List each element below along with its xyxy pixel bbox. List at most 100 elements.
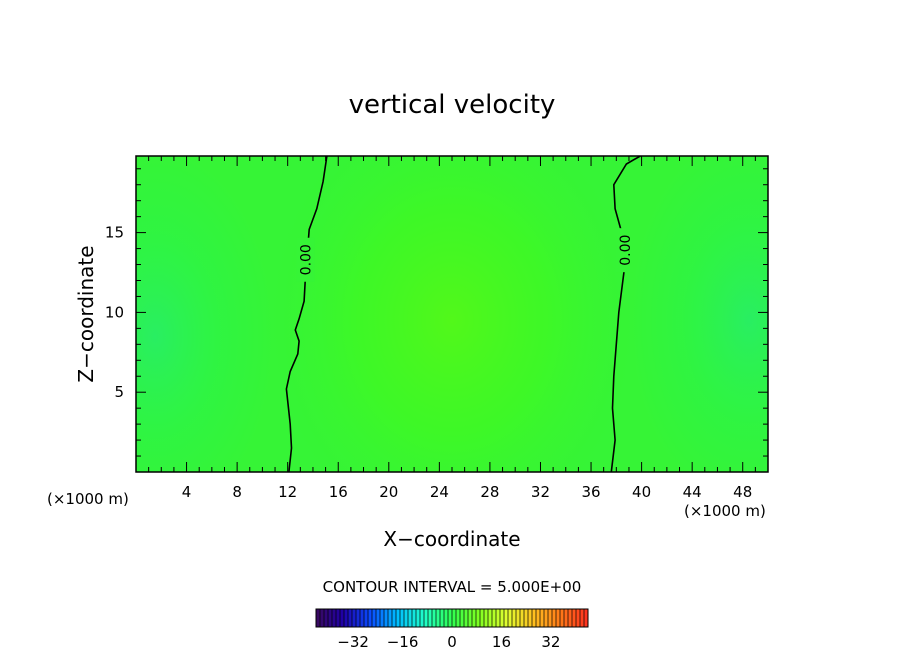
colorbar-cell bbox=[456, 609, 461, 627]
contour-interval-text: CONTOUR INTERVAL = 5.000E+00 bbox=[323, 578, 582, 596]
x-tick-label: 20 bbox=[379, 483, 398, 501]
x-tick-label: 12 bbox=[278, 483, 297, 501]
colorbar-cell bbox=[372, 609, 377, 627]
x-tick-label: 28 bbox=[480, 483, 499, 501]
x-tick-labels: 4 8 12 16 20 24 28 32 36 40 44 48 bbox=[182, 483, 752, 501]
x-tick-label: 40 bbox=[632, 483, 651, 501]
colorbar-cell bbox=[332, 609, 337, 627]
colorbar-cell bbox=[424, 609, 429, 627]
colorbar-cell bbox=[488, 609, 493, 627]
colorbar-cell bbox=[576, 609, 581, 627]
x-axis-label: X−coordinate bbox=[383, 527, 520, 551]
colorbar-cell bbox=[544, 609, 549, 627]
colorbar-cell bbox=[500, 609, 505, 627]
colorbar bbox=[315, 608, 589, 628]
colorbar-cell bbox=[408, 609, 413, 627]
y-tick-labels: 5 10 15 bbox=[105, 224, 124, 402]
colorbar-cell bbox=[528, 609, 533, 627]
colorbar-cell bbox=[548, 609, 553, 627]
colorbar-cell bbox=[388, 609, 393, 627]
colorbar-tick-label: 0 bbox=[447, 633, 457, 651]
left-downdraft-region bbox=[136, 156, 275, 472]
colorbar-cell bbox=[452, 609, 457, 627]
colorbar-cell bbox=[520, 609, 525, 627]
colorbar-cell bbox=[352, 609, 357, 627]
colorbar-cell bbox=[560, 609, 565, 627]
x-tick-label: 32 bbox=[531, 483, 550, 501]
colorbar-cell bbox=[508, 609, 513, 627]
y-tick-label: 10 bbox=[105, 303, 124, 321]
colorbar-cell bbox=[580, 609, 585, 627]
x-tick-label: 44 bbox=[683, 483, 702, 501]
contour-label: 0.00 bbox=[618, 235, 634, 266]
colorbar-cell bbox=[364, 609, 369, 627]
x-tick-label: 8 bbox=[232, 483, 242, 501]
colorbar-cell bbox=[340, 609, 345, 627]
colorbar-cell bbox=[324, 609, 329, 627]
colorbar-cell bbox=[556, 609, 561, 627]
x-tick-label: 4 bbox=[182, 483, 192, 501]
colorbar-cell bbox=[356, 609, 361, 627]
colorbar-cell bbox=[380, 609, 385, 627]
colorbar-cell bbox=[584, 609, 589, 627]
colorbar-cell bbox=[444, 609, 449, 627]
colorbar-cell bbox=[392, 609, 397, 627]
colorbar-cell bbox=[432, 609, 437, 627]
colorbar-tick-labels: −32 −16 0 16 32 bbox=[337, 633, 560, 651]
colorbar-tick-label: 16 bbox=[492, 633, 511, 651]
colorbar-cell bbox=[516, 609, 521, 627]
x-tick-label: 36 bbox=[581, 483, 600, 501]
colorbar-cell bbox=[572, 609, 577, 627]
colorbar-cell bbox=[480, 609, 485, 627]
contour-label-background bbox=[616, 228, 635, 273]
colorbar-cell bbox=[472, 609, 477, 627]
colorbar-frame bbox=[315, 608, 589, 628]
colorbar-cell bbox=[336, 609, 341, 627]
zero-contours: 0.00 0.00 bbox=[285, 156, 641, 472]
colorbar-cell bbox=[344, 609, 349, 627]
colorbar-cell bbox=[436, 609, 441, 627]
chart-title: vertical velocity bbox=[349, 90, 556, 120]
colorbar-cell bbox=[552, 609, 557, 627]
zero-contour-line bbox=[285, 156, 328, 472]
x-tick-label: 16 bbox=[329, 483, 348, 501]
colorbar-cell bbox=[540, 609, 545, 627]
colorbar-cell bbox=[476, 609, 481, 627]
colorbar-tick-label: 32 bbox=[541, 633, 560, 651]
x-unit-left: (×1000 m) bbox=[47, 490, 129, 508]
plot-area: 0.00 0.00 bbox=[136, 156, 768, 472]
colorbar-cell bbox=[384, 609, 389, 627]
colorbar-cell bbox=[416, 609, 421, 627]
colorbar-cell bbox=[504, 609, 509, 627]
colorbar-cell bbox=[492, 609, 497, 627]
colorbar-cell bbox=[320, 609, 325, 627]
contour-label: 0.00 bbox=[298, 244, 314, 275]
colorbar-tick-label: −16 bbox=[387, 633, 419, 651]
center-updraft-region bbox=[262, 156, 642, 472]
x-unit-right: (×1000 m) bbox=[684, 502, 766, 520]
colorbar-cell bbox=[524, 609, 529, 627]
colorbar-cell bbox=[496, 609, 501, 627]
colorbar-cell bbox=[348, 609, 353, 627]
colorbar-cell bbox=[448, 609, 453, 627]
colorbar-cell bbox=[460, 609, 465, 627]
zero-contour-line bbox=[610, 156, 641, 472]
colorbar-cell bbox=[532, 609, 537, 627]
colorbar-cell bbox=[404, 609, 409, 627]
colorbar-cell bbox=[468, 609, 473, 627]
colorbar-tick-label: −32 bbox=[337, 633, 369, 651]
colorbar-cell bbox=[440, 609, 445, 627]
colorbar-cell bbox=[316, 609, 321, 627]
colorbar-cell bbox=[568, 609, 573, 627]
colorbar-cell bbox=[400, 609, 405, 627]
right-downdraft-region bbox=[629, 156, 768, 472]
axis-ticks bbox=[136, 156, 768, 472]
y-tick-label: 15 bbox=[105, 224, 124, 242]
colorbar-cell bbox=[396, 609, 401, 627]
colorbar-cell bbox=[420, 609, 425, 627]
colorbar-cell bbox=[464, 609, 469, 627]
colorbar-cell bbox=[360, 609, 365, 627]
colorbar-cell bbox=[328, 609, 333, 627]
colorbar-cell bbox=[512, 609, 517, 627]
